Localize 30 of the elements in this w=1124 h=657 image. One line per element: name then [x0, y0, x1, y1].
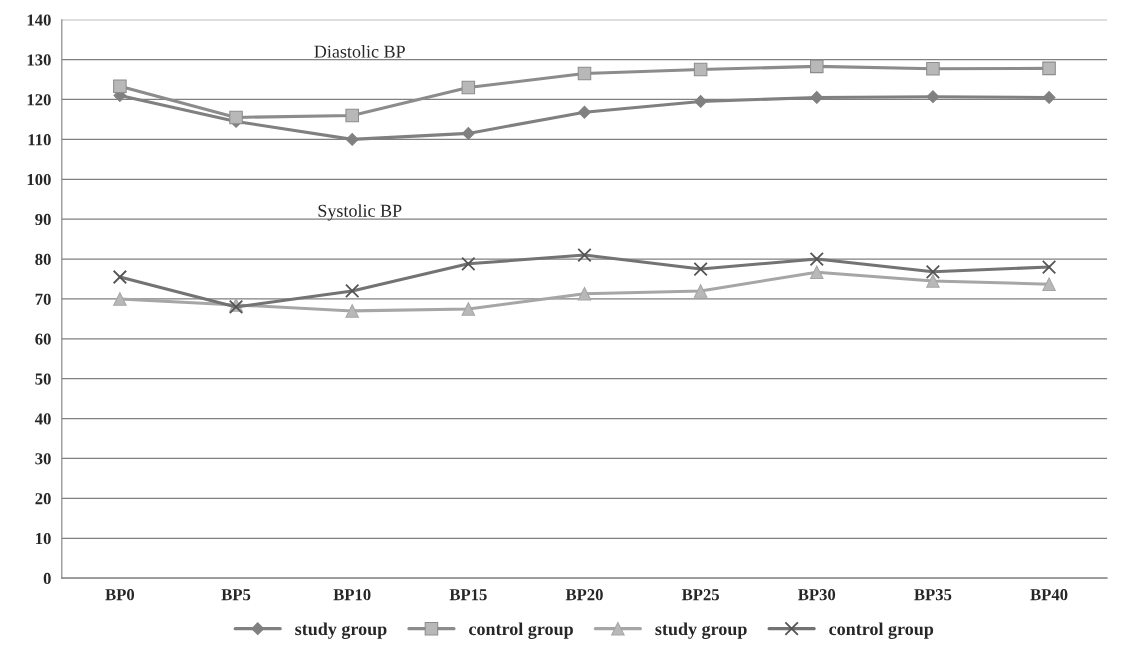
x-tick-label: BP15	[449, 589, 487, 601]
y-tick-label: 20	[35, 493, 51, 505]
y-tick-label: 80	[35, 253, 51, 265]
y-tick-label: 50	[35, 373, 51, 385]
legend-label: study group	[655, 622, 747, 639]
y-tick-label: 130	[27, 54, 51, 66]
y-tick-label: 30	[35, 453, 51, 465]
y-tick-label: 120	[27, 94, 51, 106]
legend-label: control group	[829, 622, 934, 639]
y-tick-label: 90	[35, 213, 51, 226]
legend-label: study group	[295, 622, 387, 639]
x-tick-label: BP35	[914, 589, 952, 601]
annotation: Systolic BP	[318, 204, 402, 221]
annotation: Diastolic BP	[314, 45, 405, 58]
y-tick-label: 70	[35, 293, 51, 305]
y-tick-label: 10	[36, 532, 51, 545]
y-tick-label: 140	[27, 14, 51, 26]
y-tick-label: 60	[35, 333, 51, 345]
x-tick-label: BP5	[221, 589, 251, 601]
x-tick-label: BP30	[798, 589, 836, 601]
y-tick-label: 40	[34, 413, 51, 425]
x-tick-label: BP10	[333, 589, 371, 601]
legend-label: control group	[469, 622, 573, 639]
x-tick-label: BP40	[1030, 589, 1068, 601]
y-tick-label: 110	[28, 134, 51, 146]
y-tick-label: 0	[43, 572, 51, 585]
y-tick-label: 100	[27, 173, 51, 186]
x-tick-label: BP0	[105, 589, 135, 601]
x-tick-label: BP25	[681, 589, 719, 601]
x-tick-label: BP20	[565, 589, 603, 601]
